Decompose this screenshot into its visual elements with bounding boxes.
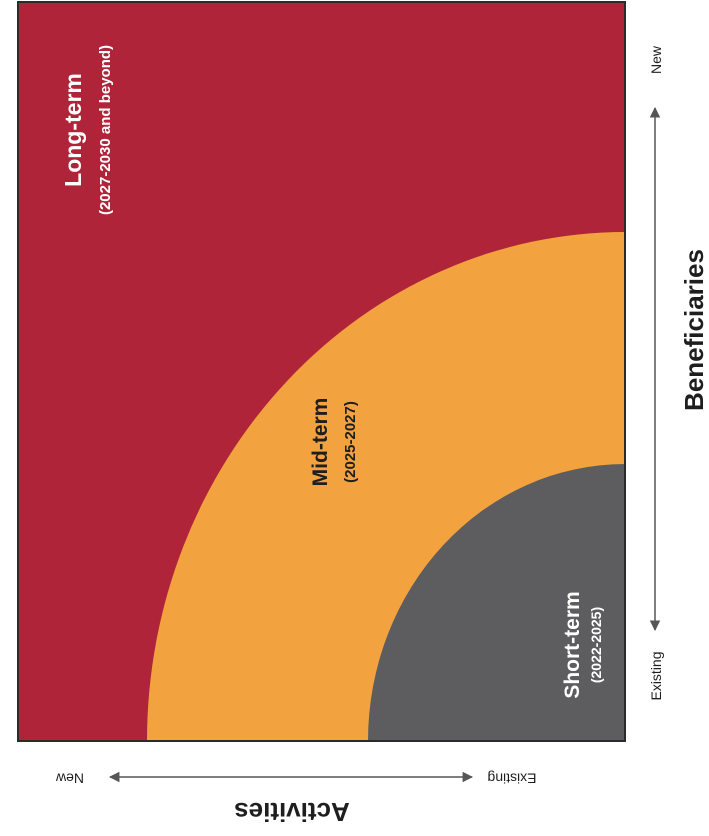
long-term-title: Long-term	[60, 73, 86, 187]
beneficiaries-start-label: Existing	[648, 651, 664, 700]
beneficiaries-end-label: New	[648, 45, 664, 74]
long-term-period: (2027-2030 and beyond)	[97, 45, 114, 215]
mid-term-title: Mid-term	[309, 398, 332, 487]
short-term-period: (2022-2025)	[588, 607, 604, 683]
activities-new-label: New	[55, 770, 84, 786]
beneficiaries-axis-title: Beneficiaries	[679, 249, 709, 411]
diagram-frame	[17, 1, 626, 742]
activities-existing-label: Existing	[487, 770, 536, 786]
mid-term-period: (2025-2027)	[342, 401, 359, 483]
short-term-zone	[368, 464, 625, 741]
activities-axis-title: Activities	[234, 797, 350, 827]
short-term-title: Short-term	[561, 591, 584, 698]
